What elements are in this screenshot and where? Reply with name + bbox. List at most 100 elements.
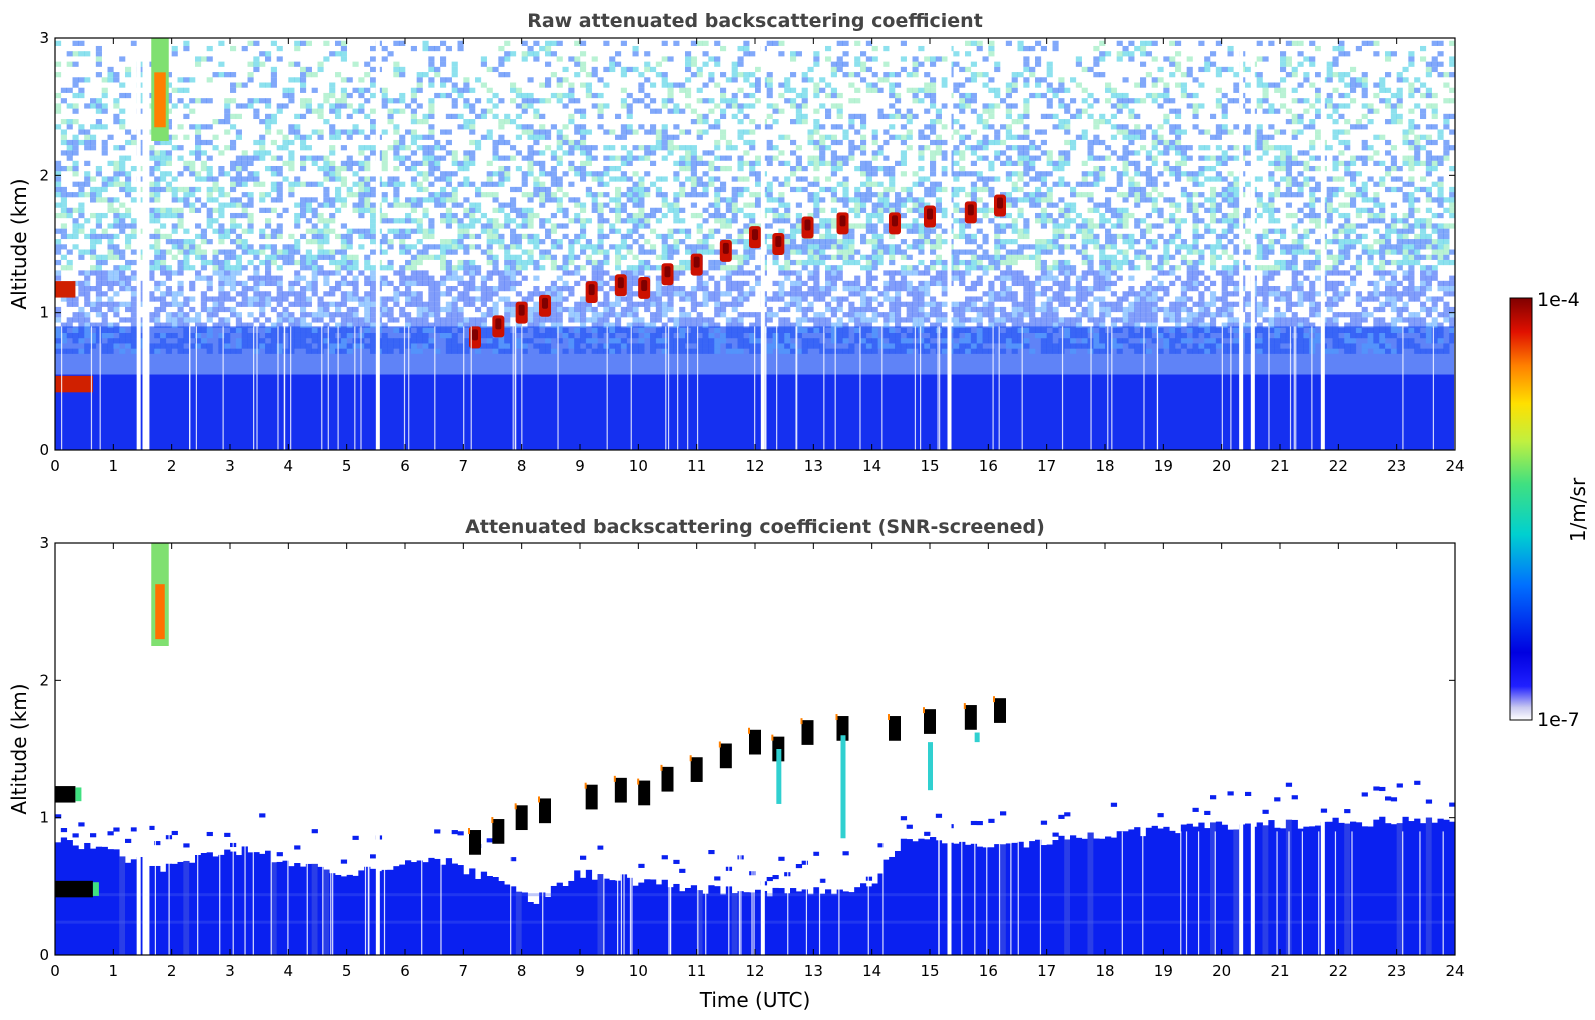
raw-noise-cell bbox=[918, 280, 925, 287]
raw-noise-cell bbox=[498, 244, 505, 250]
raw-noise-cell bbox=[830, 338, 837, 344]
raw-noise-cell bbox=[451, 306, 458, 313]
raw-noise-cell bbox=[486, 291, 493, 297]
raw-noise-cell bbox=[521, 124, 528, 130]
raw-noise-cell bbox=[895, 270, 902, 276]
raw-noise-cell bbox=[218, 186, 225, 193]
raw-noise-cell bbox=[428, 218, 435, 224]
raw-noise-cell bbox=[515, 223, 522, 229]
raw-noise-cell bbox=[125, 338, 132, 344]
raw-noise-cell bbox=[965, 92, 972, 99]
raw-noise-cell bbox=[440, 327, 447, 333]
raw-noise-cell bbox=[247, 197, 254, 203]
raw-noise-cell bbox=[183, 134, 190, 140]
raw-noise-cell bbox=[160, 150, 167, 156]
raw-noise-cell bbox=[930, 312, 937, 318]
raw-noise-cell bbox=[836, 197, 843, 203]
raw-noise-cell bbox=[988, 165, 995, 172]
raw-noise-cell bbox=[609, 129, 616, 135]
raw-noise-cell bbox=[801, 77, 808, 83]
raw-noise-cell bbox=[574, 343, 581, 349]
panel-raw-heatmap bbox=[55, 38, 1455, 450]
raw-noise-cell bbox=[463, 77, 470, 83]
raw-noise-cell bbox=[900, 265, 907, 271]
raw-noise-cell bbox=[941, 301, 948, 307]
raw-noise-cell bbox=[463, 249, 470, 255]
raw-noise-cell bbox=[685, 145, 692, 151]
raw-noise-cell bbox=[434, 145, 441, 151]
raw-noise-cell bbox=[323, 228, 330, 234]
raw-noise-cell bbox=[568, 270, 575, 276]
raw-noise-cell bbox=[737, 239, 744, 245]
raw-noise-cell bbox=[959, 124, 966, 130]
raw-noise-cell bbox=[515, 186, 522, 193]
raw-noise-cell bbox=[469, 280, 476, 287]
raw-noise-cell bbox=[428, 129, 435, 135]
raw-noise-cell bbox=[463, 103, 470, 109]
raw-noise-cell bbox=[107, 239, 114, 245]
raw-noise-cell bbox=[300, 265, 307, 271]
raw-noise-cell bbox=[819, 312, 826, 318]
raw-noise-cell bbox=[755, 280, 762, 287]
raw-noise-cell bbox=[848, 113, 855, 120]
raw-noise-cell bbox=[953, 332, 960, 339]
raw-noise-cell bbox=[930, 186, 937, 193]
raw-noise-cell bbox=[463, 160, 470, 166]
raw-noise-cell bbox=[294, 343, 301, 349]
raw-noise-cell bbox=[463, 338, 470, 344]
raw-noise-cell bbox=[323, 40, 330, 46]
raw-noise-cell bbox=[55, 176, 62, 182]
raw-noise-cell bbox=[714, 338, 721, 344]
raw-noise-cell bbox=[230, 145, 237, 151]
raw-noise-cell bbox=[457, 265, 464, 271]
raw-noise-cell bbox=[521, 155, 528, 161]
raw-noise-cell bbox=[667, 87, 674, 93]
raw-noise-cell bbox=[655, 139, 662, 146]
raw-noise-cell bbox=[329, 317, 336, 323]
raw-noise-cell bbox=[690, 244, 697, 250]
raw-noise-cell bbox=[270, 186, 277, 193]
raw-noise-cell bbox=[580, 207, 587, 213]
raw-noise-cell bbox=[200, 176, 207, 182]
raw-noise-cell bbox=[580, 66, 587, 73]
raw-noise-cell bbox=[953, 348, 960, 354]
raw-noise-cell bbox=[486, 259, 493, 266]
raw-noise-cell bbox=[970, 239, 977, 245]
raw-noise-cell bbox=[410, 98, 417, 104]
raw-noise-cell bbox=[486, 332, 493, 339]
raw-noise-cell bbox=[230, 181, 237, 187]
raw-noise-cell bbox=[795, 202, 802, 208]
raw-noise-cell bbox=[84, 348, 91, 354]
raw-noise-cell bbox=[428, 171, 435, 177]
raw-noise-cell bbox=[912, 202, 919, 208]
raw-noise-cell bbox=[953, 192, 960, 198]
raw-noise-cell bbox=[965, 171, 972, 177]
raw-noise-cell bbox=[469, 124, 476, 130]
raw-noise-cell bbox=[871, 150, 878, 156]
raw-noise-cell bbox=[90, 301, 97, 307]
raw-noise-cell bbox=[230, 223, 237, 229]
raw-noise-cell bbox=[941, 259, 948, 266]
raw-noise-cell bbox=[545, 218, 552, 224]
raw-noise-cell bbox=[492, 228, 499, 234]
raw-noise-cell bbox=[644, 301, 651, 307]
raw-noise-cell bbox=[84, 145, 91, 151]
raw-noise-cell bbox=[988, 40, 995, 46]
raw-noise-cell bbox=[498, 270, 505, 276]
raw-noise-cell bbox=[725, 145, 732, 151]
raw-noise-cell bbox=[562, 103, 569, 109]
raw-noise-cell bbox=[615, 338, 622, 344]
raw-noise-cell bbox=[305, 301, 312, 307]
raw-noise-cell bbox=[626, 160, 633, 166]
raw-noise-cell bbox=[323, 270, 330, 276]
raw-noise-cell bbox=[440, 145, 447, 151]
raw-noise-cell bbox=[329, 338, 336, 344]
raw-noise-cell bbox=[725, 265, 732, 271]
raw-noise-cell bbox=[865, 197, 872, 203]
raw-noise-cell bbox=[78, 129, 85, 135]
raw-noise-cell bbox=[860, 223, 867, 229]
raw-noise-cell bbox=[66, 155, 73, 161]
raw-noise-cell bbox=[795, 270, 802, 276]
raw-noise-cell bbox=[667, 92, 674, 99]
raw-noise-cell bbox=[340, 98, 347, 104]
